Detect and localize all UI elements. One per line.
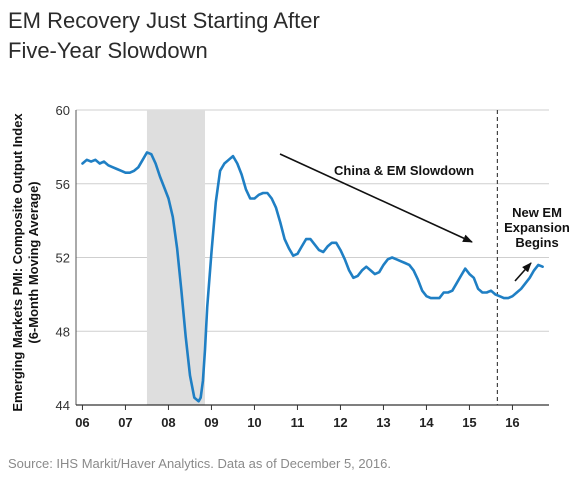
shaded-region [146, 110, 205, 405]
expansion-arrow [514, 262, 532, 282]
x-tick-label: 15 [462, 415, 476, 430]
x-tick-label: 08 [161, 415, 175, 430]
x-tick-label: 12 [333, 415, 347, 430]
y-axis-label-line-2: (6-Month Moving Average) [26, 181, 41, 343]
x-tick-label: 14 [419, 415, 434, 430]
y-tick-label: 56 [56, 177, 70, 192]
x-tick-label: 06 [75, 415, 89, 430]
y-axis-label-line-1: Emerging Markets PMI: Composite Output I… [10, 113, 25, 412]
x-tick-label: 10 [247, 415, 261, 430]
chart-title: EM Recovery Just Starting After Five-Yea… [8, 6, 320, 66]
x-tick-label: 11 [291, 415, 305, 430]
x-tick-label: 16 [505, 415, 519, 430]
expansion-label-line: New EM [512, 205, 562, 220]
x-tick-label: 09 [204, 415, 218, 430]
chart-title-line-2: Five-Year Slowdown [8, 38, 208, 63]
y-axis-label: Emerging Markets PMI: Composite Output I… [10, 113, 41, 412]
expansion-label-line: Expansion [504, 220, 570, 235]
annotations: China & EM Slowdown New EM Expansion Begins [279, 153, 570, 282]
slowdown-arrow [279, 153, 473, 243]
y-tick-label: 60 [56, 103, 70, 118]
pmi-series-line [81, 151, 544, 403]
axes [75, 110, 549, 410]
expansion-label-line: Begins [515, 235, 558, 250]
expansion-label: New EM Expansion Begins [504, 205, 570, 250]
x-tick-label: 07 [118, 415, 132, 430]
series-layer [81, 151, 544, 403]
y-tick-label: 44 [56, 398, 70, 413]
source-note: Source: IHS Markit/Haver Analytics. Data… [8, 456, 391, 471]
y-tick-label: 52 [56, 251, 70, 266]
x-tick-label: 13 [376, 415, 390, 430]
y-tick-label: 48 [56, 324, 70, 339]
chart-title-line-1: EM Recovery Just Starting After [8, 8, 320, 33]
recession-shade [146, 110, 205, 405]
axis-labels: 44 48 52 56 60 06 07 08 09 10 11 12 13 14 15 16 Emerging… [10, 103, 520, 430]
slowdown-label: China & EM Slowdown [334, 163, 474, 178]
